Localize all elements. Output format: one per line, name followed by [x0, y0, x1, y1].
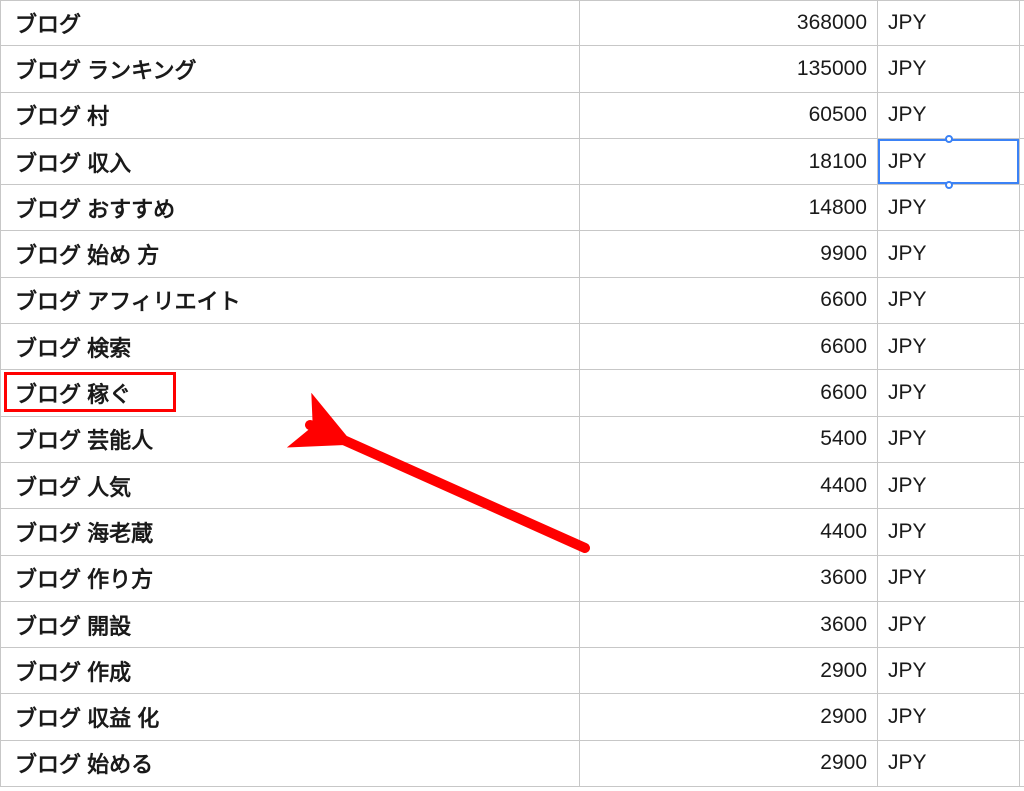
keyword-cell[interactable]: ブログ 開設	[0, 602, 580, 647]
value-cell[interactable]: 2900	[580, 694, 878, 739]
table-row: ブログ368000JPY	[0, 0, 1024, 46]
keyword-cell[interactable]: ブログ 収入	[0, 139, 580, 184]
table-row: ブログ 作り方3600JPY	[0, 556, 1024, 602]
value-cell[interactable]: 60500	[580, 93, 878, 138]
currency-cell[interactable]: JPY	[878, 231, 1020, 276]
keyword-cell[interactable]: ブログ 検索	[0, 324, 580, 369]
value-cell[interactable]: 9900	[580, 231, 878, 276]
value-cell[interactable]: 3600	[580, 602, 878, 647]
table-row: ブログ おすすめ14800JPY	[0, 185, 1024, 231]
currency-cell[interactable]: JPY	[878, 93, 1020, 138]
currency-cell[interactable]: JPY	[878, 694, 1020, 739]
value-cell[interactable]: 14800	[580, 185, 878, 230]
currency-cell[interactable]: JPY	[878, 463, 1020, 508]
table-row: ブログ 収益 化2900JPY	[0, 694, 1024, 740]
table-row: ブログ 始める2900JPY	[0, 741, 1024, 787]
currency-cell[interactable]: JPY	[878, 602, 1020, 647]
value-cell[interactable]: 2900	[580, 648, 878, 693]
keyword-cell[interactable]: ブログ 始める	[0, 741, 580, 786]
keyword-cell[interactable]: ブログ 村	[0, 93, 580, 138]
table-row: ブログ 稼ぐ6600JPY	[0, 370, 1024, 416]
currency-cell[interactable]: JPY	[878, 741, 1020, 786]
value-cell[interactable]: 135000	[580, 46, 878, 91]
value-cell[interactable]: 368000	[580, 1, 878, 45]
value-cell[interactable]: 3600	[580, 556, 878, 601]
currency-cell[interactable]: JPY	[878, 185, 1020, 230]
keyword-cell[interactable]: ブログ 作成	[0, 648, 580, 693]
value-cell[interactable]: 6600	[580, 278, 878, 323]
value-cell[interactable]: 2900	[580, 741, 878, 786]
keyword-cell[interactable]: ブログ おすすめ	[0, 185, 580, 230]
table-row: ブログ 村60500JPY	[0, 93, 1024, 139]
table-row: ブログ 始め 方9900JPY	[0, 231, 1024, 277]
table-row: ブログ 開設3600JPY	[0, 602, 1024, 648]
keyword-cell[interactable]: ブログ	[0, 1, 580, 45]
table-row: ブログ アフィリエイト6600JPY	[0, 278, 1024, 324]
value-cell[interactable]: 4400	[580, 463, 878, 508]
keyword-cell[interactable]: ブログ ランキング	[0, 46, 580, 91]
currency-cell[interactable]: JPY	[878, 324, 1020, 369]
value-cell[interactable]: 6600	[580, 324, 878, 369]
keyword-cell[interactable]: ブログ アフィリエイト	[0, 278, 580, 323]
keyword-cell[interactable]: ブログ 稼ぐ	[0, 370, 580, 415]
table-row: ブログ 人気4400JPY	[0, 463, 1024, 509]
currency-cell[interactable]: JPY	[878, 417, 1020, 462]
keyword-cell[interactable]: ブログ 海老蔵	[0, 509, 580, 554]
highlight-rectangle	[4, 372, 176, 412]
currency-cell[interactable]: JPY	[878, 556, 1020, 601]
keyword-cell[interactable]: ブログ 人気	[0, 463, 580, 508]
currency-cell[interactable]: JPY	[878, 278, 1020, 323]
table-row: ブログ ランキング135000JPY	[0, 46, 1024, 92]
keyword-cell[interactable]: ブログ 始め 方	[0, 231, 580, 276]
currency-cell[interactable]: JPY	[878, 509, 1020, 554]
currency-cell[interactable]: JPY	[878, 139, 1020, 184]
table-row: ブログ 海老蔵4400JPY	[0, 509, 1024, 555]
keyword-cell[interactable]: ブログ 作り方	[0, 556, 580, 601]
currency-cell[interactable]: JPY	[878, 46, 1020, 91]
value-cell[interactable]: 5400	[580, 417, 878, 462]
table-row: ブログ 作成2900JPY	[0, 648, 1024, 694]
table-row: ブログ 検索6600JPY	[0, 324, 1024, 370]
table-row: ブログ 芸能人5400JPY	[0, 417, 1024, 463]
value-cell[interactable]: 4400	[580, 509, 878, 554]
currency-cell[interactable]: JPY	[878, 370, 1020, 415]
currency-cell[interactable]: JPY	[878, 648, 1020, 693]
currency-cell[interactable]: JPY	[878, 1, 1020, 45]
keyword-cell[interactable]: ブログ 芸能人	[0, 417, 580, 462]
table-row: ブログ 収入18100JPY	[0, 139, 1024, 185]
spreadsheet-table: ブログ368000JPYブログ ランキング135000JPYブログ 村60500…	[0, 0, 1024, 787]
value-cell[interactable]: 6600	[580, 370, 878, 415]
keyword-cell[interactable]: ブログ 収益 化	[0, 694, 580, 739]
value-cell[interactable]: 18100	[580, 139, 878, 184]
